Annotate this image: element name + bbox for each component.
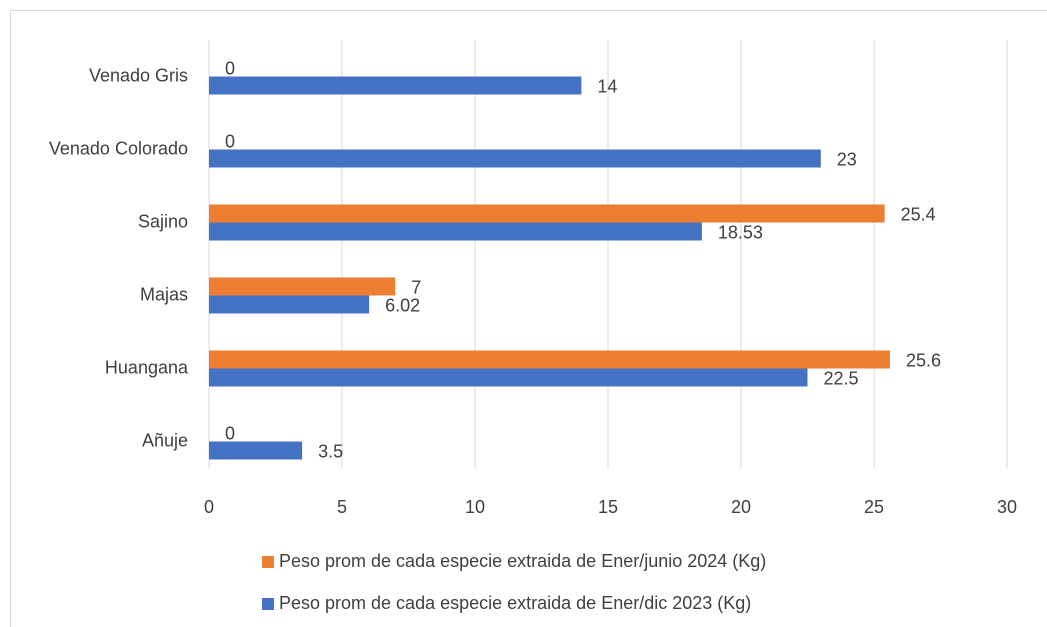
bar <box>209 368 808 387</box>
data-label: 3.5 <box>318 441 343 461</box>
data-label: 25.6 <box>906 350 941 370</box>
data-label: 0 <box>225 131 235 151</box>
bar <box>209 295 370 314</box>
bar <box>209 350 890 369</box>
legend-swatch <box>262 598 274 610</box>
data-label: 22.5 <box>824 368 859 388</box>
x-tick-label: 30 <box>997 497 1017 517</box>
y-tick-label: Venado Colorado <box>49 138 188 158</box>
x-tick-label: 20 <box>731 497 751 517</box>
data-label: 23 <box>837 149 857 169</box>
data-label: 25.4 <box>901 204 936 224</box>
bar <box>209 441 303 460</box>
legend-label: Peso prom de cada especie extraida de En… <box>279 551 766 571</box>
y-tick-label: Venado Gris <box>89 65 188 85</box>
data-label: 6.02 <box>385 295 420 315</box>
data-label: 14 <box>597 76 617 96</box>
data-label: 0 <box>225 58 235 78</box>
x-tick-label: 0 <box>204 497 214 517</box>
x-tick-label: 5 <box>337 497 347 517</box>
data-label: 0 <box>225 423 235 443</box>
bar <box>209 277 396 296</box>
data-label: 7 <box>411 277 421 297</box>
y-tick-label: Añuje <box>142 430 188 450</box>
bar <box>209 204 885 223</box>
x-tick-label: 25 <box>864 497 884 517</box>
y-tick-label: Huangana <box>105 357 189 377</box>
bar <box>209 76 582 95</box>
x-tick-label: 10 <box>465 497 485 517</box>
legend-swatch <box>262 556 274 568</box>
x-tick-label: 15 <box>598 497 618 517</box>
chart-frame <box>10 10 1047 627</box>
bar <box>209 149 821 168</box>
legend-label: Peso prom de cada especie extraida de En… <box>279 593 751 613</box>
bar <box>209 222 702 241</box>
y-tick-label: Sajino <box>138 211 188 231</box>
y-tick-label: Majas <box>140 284 188 304</box>
data-label: 18.53 <box>718 222 763 242</box>
